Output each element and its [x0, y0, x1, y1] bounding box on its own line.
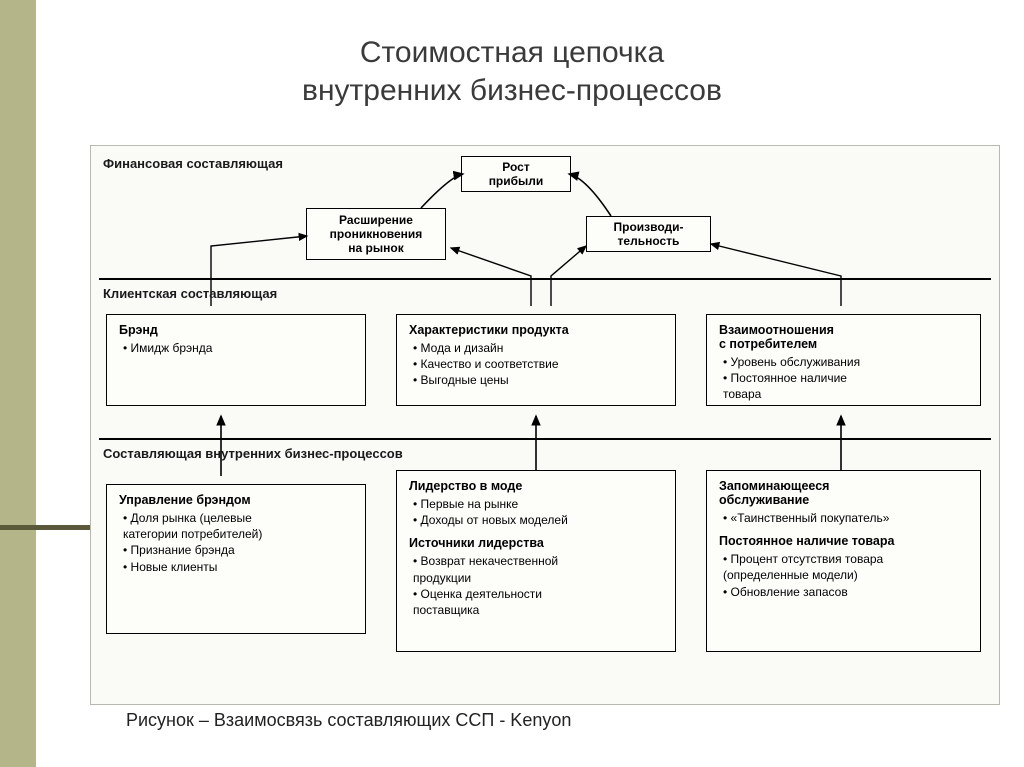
list-item: Оценка деятельности поставщика: [413, 586, 665, 618]
card-service-list1: «Таинственный покупатель»: [719, 510, 970, 526]
card-service-title2: Постоянное наличие товара: [719, 534, 970, 548]
box-market-penetration: Расширение проникновения на рынок: [306, 208, 446, 260]
title-line-1: Стоимостная цепочка: [0, 34, 1024, 72]
card-fashion-list2: Возврат некачественной продукции Оценка …: [409, 553, 665, 618]
card-brand-mgmt-title: Управление брэндом: [119, 493, 355, 507]
title-line-2: внутренних бизнес-процессов: [0, 72, 1024, 110]
section-label-customer: Клиентская составляющая: [103, 286, 277, 301]
card-product-title: Характеристики продукта: [409, 323, 665, 337]
card-brand: Брэнд Имидж брэнда: [106, 314, 366, 406]
list-item: «Таинственный покупатель»: [723, 510, 970, 526]
card-brand-mgmt: Управление брэндом Доля рынка (целевые к…: [106, 484, 366, 634]
divider-1: [99, 278, 991, 280]
slide-title: Стоимостная цепочка внутренних бизнес-пр…: [0, 34, 1024, 109]
section-label-internal: Составляющая внутренних бизнес-процессов: [103, 446, 403, 461]
slide-accent-line: [0, 525, 90, 530]
card-brand-list: Имидж брэнда: [119, 340, 355, 356]
card-service: Запоминающееся обслуживание «Таинственны…: [706, 470, 981, 652]
slide-sidebar: [0, 0, 36, 767]
card-brand-mgmt-list: Доля рынка (целевые категории потребител…: [119, 510, 355, 575]
list-item: Признание брэнда: [123, 542, 355, 558]
card-fashion-title2: Источники лидерства: [409, 536, 665, 550]
list-item: Качество и соответствие: [413, 356, 665, 372]
list-item: Мода и дизайн: [413, 340, 665, 356]
figure-caption: Рисунок – Взаимосвязь составляющих ССП -…: [126, 710, 571, 731]
list-item: Новые клиенты: [123, 559, 355, 575]
card-brand-title: Брэнд: [119, 323, 355, 337]
card-fashion-list1: Первые на рынке Доходы от новых моделей: [409, 496, 665, 528]
list-item: Доля рынка (целевые категории потребител…: [123, 510, 355, 542]
card-product-list: Мода и дизайн Качество и соответствие Вы…: [409, 340, 665, 389]
section-label-financial: Финансовая составляющая: [103, 156, 283, 171]
list-item: Выгодные цены: [413, 372, 665, 388]
card-relations-title: Взаимоотношения с потребителем: [719, 323, 970, 351]
divider-2: [99, 438, 991, 440]
list-item: Процент отсутствия товара (определенные …: [723, 551, 970, 583]
list-item: Имидж брэнда: [123, 340, 355, 356]
card-fashion-lead: Лидерство в моде Первые на рынке Доходы …: [396, 470, 676, 652]
list-item: Возврат некачественной продукции: [413, 553, 665, 585]
list-item: Обновление запасов: [723, 584, 970, 600]
list-item: Доходы от новых моделей: [413, 512, 665, 528]
card-service-title1: Запоминающееся обслуживание: [719, 479, 970, 507]
box-productivity: Производи- тельность: [586, 216, 711, 252]
box-profit-growth: Рост прибыли: [461, 156, 571, 192]
diagram-area: Финансовая составляющая Рост прибыли Рас…: [90, 145, 1000, 705]
list-item: Уровень обслуживания: [723, 354, 970, 370]
card-relations: Взаимоотношения с потребителем Уровень о…: [706, 314, 981, 406]
list-item: Первые на рынке: [413, 496, 665, 512]
card-fashion-title1: Лидерство в моде: [409, 479, 665, 493]
card-product: Характеристики продукта Мода и дизайн Ка…: [396, 314, 676, 406]
list-item: Постоянное наличие товара: [723, 370, 970, 402]
card-service-list2: Процент отсутствия товара (определенные …: [719, 551, 970, 600]
card-relations-list: Уровень обслуживания Постоянное наличие …: [719, 354, 970, 403]
